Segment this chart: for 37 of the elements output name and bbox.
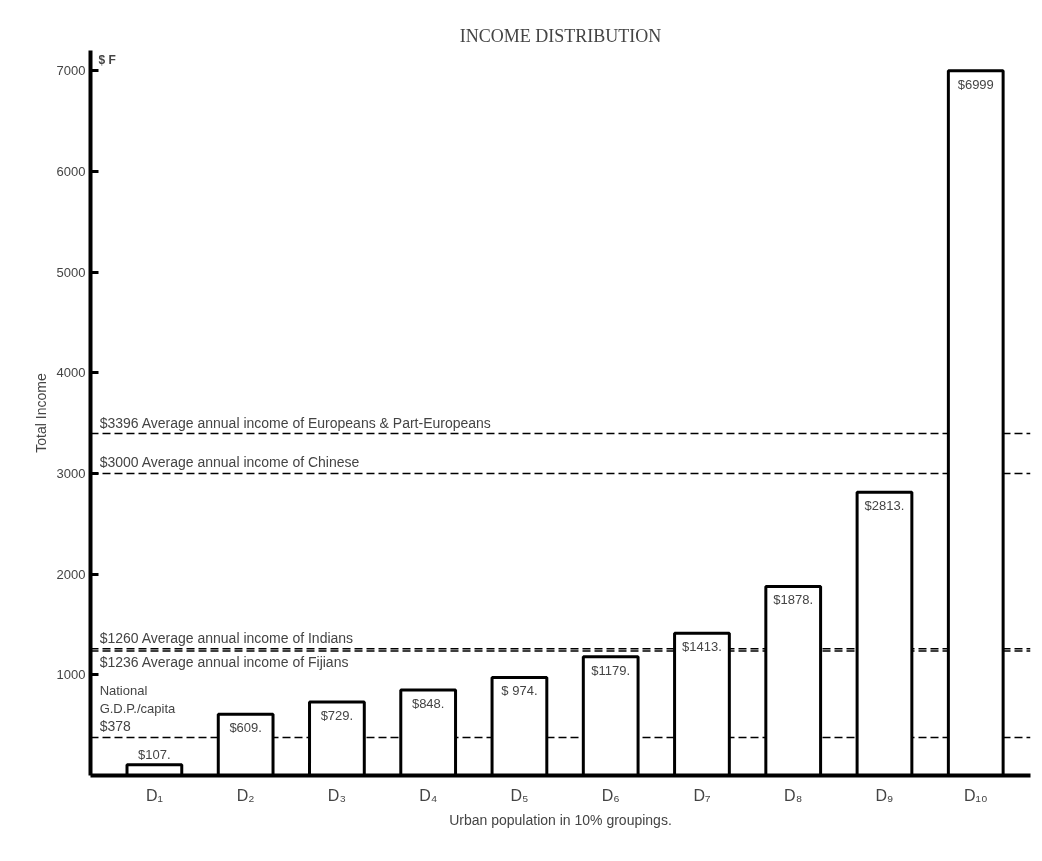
chart-title: INCOME DISTRIBUTION	[459, 25, 662, 46]
y-tick-label: 1000	[56, 667, 86, 683]
x-tick-label: D₉	[875, 786, 894, 804]
ref-line-label: $378	[99, 718, 131, 735]
ref-line-label: $3000 Average annual income of Chinese	[99, 454, 360, 471]
y-axis-title: Total Income	[32, 373, 49, 453]
data-label: $729.	[320, 708, 354, 724]
ref-line-label: $3396 Average annual income of Europeans & Part-Europeans	[99, 414, 491, 431]
x-tick-label: D₈	[784, 786, 803, 804]
data-label: $1179.	[591, 662, 631, 678]
y-tick-label: 6000	[56, 163, 86, 179]
x-axis-title: Urban population in 10% groupings.	[449, 811, 672, 828]
x-tick-label: D₄	[419, 786, 438, 804]
x-tick-label: D₁	[145, 786, 163, 804]
x-tick-label: D₆	[601, 786, 620, 804]
data-label: $1878.	[773, 592, 814, 608]
data-label: $ 974.	[501, 683, 538, 699]
data-label: $609.	[229, 720, 262, 736]
y-tick-label: 3000	[56, 465, 86, 481]
y-tick-label: 7000	[56, 63, 86, 79]
x-tick-label: D₂	[236, 786, 255, 804]
x-tick-label: D₅	[510, 786, 529, 804]
annotation: National G.D.P./capita	[99, 683, 177, 717]
data-label: $107.	[138, 746, 171, 762]
ref-line-label: $1236 Average annual income of Fijians	[99, 654, 349, 671]
data-label: $1413.	[682, 639, 722, 655]
x-tick-label: D₃	[327, 786, 346, 804]
ref-line-label: $1260 Average annual income of Indians	[99, 629, 354, 646]
annotation: $ F	[98, 52, 116, 67]
y-tick-label: 4000	[56, 365, 86, 381]
x-tick-label: D₇	[693, 786, 711, 804]
data-label: $848.	[411, 696, 445, 712]
data-label: $6999	[957, 76, 994, 92]
y-tick-label: 5000	[56, 264, 86, 280]
data-label: $2813.	[864, 498, 905, 514]
x-tick-label: D₁₀	[963, 786, 988, 804]
y-tick-label: 2000	[56, 566, 86, 582]
